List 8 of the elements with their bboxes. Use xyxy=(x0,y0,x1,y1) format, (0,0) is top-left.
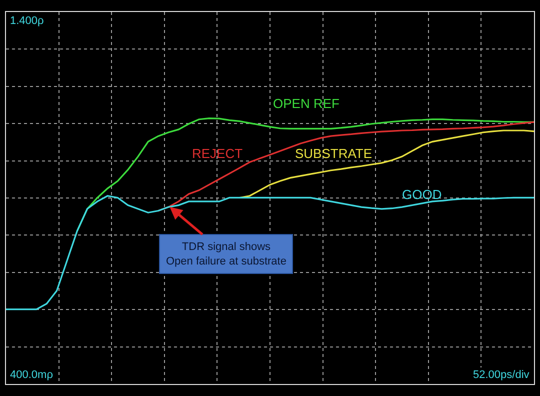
series-label: SUBSTRATE xyxy=(295,146,372,161)
series-label: GOOD xyxy=(402,187,442,202)
series-label: REJECT xyxy=(192,146,243,161)
text: 1.400ρ xyxy=(10,15,44,27)
annotation: 52.00ps/div xyxy=(473,369,530,381)
series-label: OPEN REF xyxy=(273,96,340,111)
annotation: 400.0mρ xyxy=(10,369,53,381)
annotation: TDR signal shows Open failure at substrate xyxy=(166,241,286,268)
